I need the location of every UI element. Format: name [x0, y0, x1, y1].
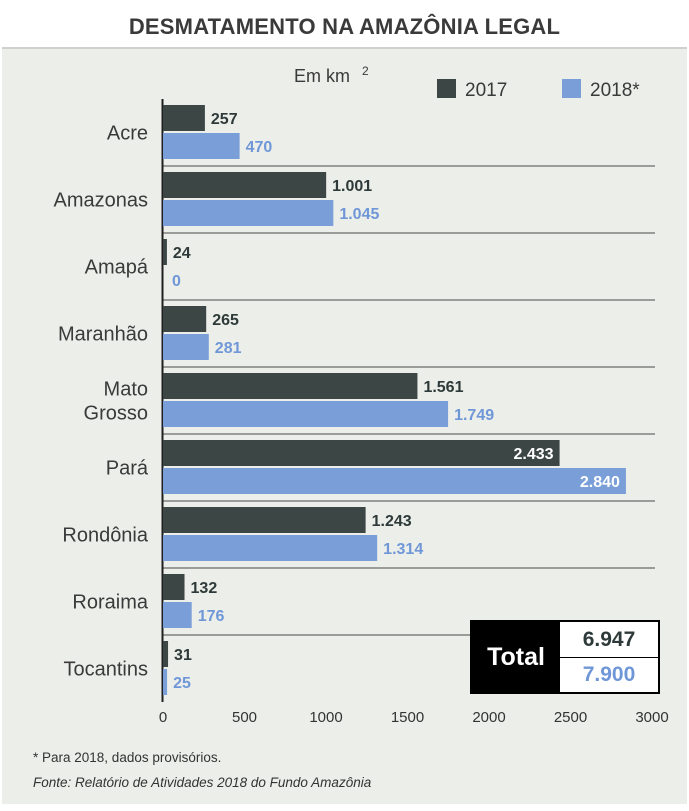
- value-label-2018: 470: [246, 139, 273, 156]
- value-label-2018: 0: [172, 273, 181, 290]
- bar-2017: [163, 105, 205, 131]
- bar-2018: [163, 401, 449, 427]
- value-label-2017: 257: [211, 111, 238, 128]
- bar-2018: [163, 468, 626, 494]
- category-label: Rondônia: [62, 525, 149, 547]
- x-tick-labels: 0 500 1000 1500 2000 2500 3000: [159, 709, 669, 726]
- row-dividers: [163, 165, 655, 636]
- total-value-2018: 7.900: [582, 662, 636, 686]
- value-label-2018: 1.749: [454, 407, 494, 424]
- x-tick-label: 1500: [391, 709, 424, 726]
- value-label-2018: 1.314: [383, 541, 423, 558]
- x-tick-label: 2500: [554, 709, 587, 726]
- value-label-2017: 1.243: [372, 513, 412, 530]
- legend-label-2017: 2017: [465, 80, 507, 101]
- value-label-2018: 281: [215, 340, 242, 357]
- x-tick-label: 0: [159, 709, 167, 726]
- bar-2017: [163, 306, 207, 332]
- category-label: Grosso: [84, 403, 148, 425]
- total-box: Total 6.947 7.900: [470, 620, 660, 694]
- x-tick-label: 1000: [309, 709, 342, 726]
- unit-label-superscript: 2: [362, 64, 369, 78]
- value-label-2018: 2.840: [580, 474, 620, 491]
- legend-label-2018: 2018*: [590, 80, 640, 101]
- bar-2017: [163, 507, 366, 533]
- legend-swatch-2017: [437, 79, 456, 98]
- chart-title: DESMATAMENTO NA AMAZÔNIA LEGAL: [128, 14, 561, 39]
- x-tick-label: 500: [232, 709, 257, 726]
- bar-2017: [163, 373, 418, 399]
- unit-label: Em km 2: [294, 64, 369, 86]
- bar-2017: [163, 641, 169, 667]
- footnote-source: Fonte: Relatório de Atividades 2018 do F…: [33, 775, 372, 790]
- value-label-2017: 265: [212, 312, 239, 329]
- bar-2017: [163, 574, 185, 600]
- value-label-2017: 31: [174, 647, 192, 664]
- category-label: Acre: [107, 123, 148, 145]
- x-tick-label: 2000: [472, 709, 505, 726]
- value-label-2017: 2.433: [514, 446, 554, 463]
- category-label: Pará: [106, 458, 149, 480]
- category-label: Roraima: [72, 592, 148, 614]
- bar-2018: [163, 669, 168, 695]
- unit-label-text: Em km: [294, 66, 350, 86]
- bars: [163, 105, 626, 695]
- category-label: Tocantins: [64, 659, 149, 681]
- category-label: Maranhão: [58, 324, 148, 346]
- bar-2017: [163, 172, 327, 198]
- category-label: Amazonas: [54, 190, 149, 212]
- bar-2017: [163, 440, 560, 466]
- footnote-provisional: * Para 2018, dados provisórios.: [33, 750, 222, 765]
- x-tick-label: 3000: [635, 709, 668, 726]
- value-labels: 257 470 1.001 1.045 24 0 265 281 1.561 1.749 2.433…: [172, 111, 620, 692]
- value-label-2018: 25: [173, 675, 191, 692]
- value-label-2017: 1.001: [332, 178, 372, 195]
- value-label-2018: 1.045: [339, 206, 379, 223]
- value-label-2017: 132: [191, 580, 218, 597]
- category-label: Mato: [104, 379, 148, 401]
- value-label-2017: 24: [173, 245, 191, 262]
- value-label-2017: 1.561: [423, 379, 463, 396]
- bar-2018: [163, 535, 378, 561]
- bar-2018: [163, 334, 209, 360]
- legend: 2017 2018*: [437, 79, 640, 101]
- legend-swatch-2018: [562, 79, 581, 98]
- bar-2018: [163, 602, 192, 628]
- bar-2018: [163, 133, 240, 159]
- total-label: Total: [472, 622, 560, 692]
- bar-2018: [163, 200, 334, 226]
- total-value-2017: 6.947: [560, 622, 658, 658]
- category-label: Amapá: [85, 257, 149, 279]
- value-label-2018: 176: [198, 608, 225, 625]
- bar-2017: [163, 239, 167, 265]
